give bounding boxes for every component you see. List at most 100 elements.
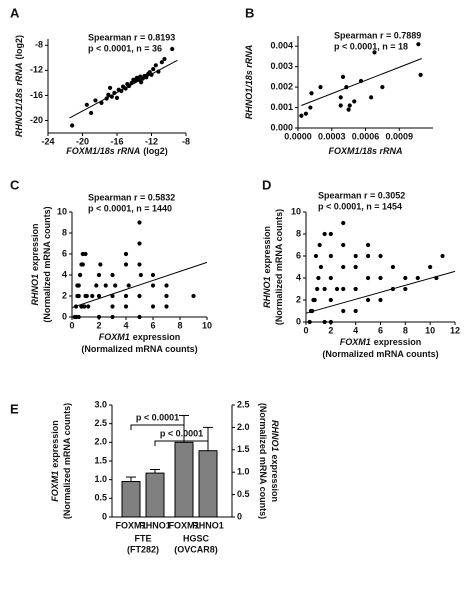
y-tick-label: 1.0: [94, 474, 107, 484]
x-tick-label: RHNO1: [139, 520, 171, 530]
y2-axis-label: RHNO1 expression: [270, 420, 280, 502]
x-axis-label-text: (Normalized mRNA counts): [81, 344, 197, 354]
data-point: [137, 293, 142, 299]
y-tick-label: 0.003: [270, 61, 293, 71]
y-axis-label-text: (log2): [14, 35, 24, 60]
x-tick-label: FOXM1: [168, 520, 199, 530]
significance-bracket: [130, 424, 185, 430]
y-tick-label: 2: [62, 290, 67, 300]
data-point: [378, 297, 383, 303]
x-axis-label-italic: FOXM1: [99, 332, 130, 342]
y-tick-label: 8: [296, 228, 301, 238]
data-point: [353, 264, 358, 270]
data-point: [299, 113, 304, 118]
data-point: [98, 262, 103, 267]
data-point: [191, 293, 196, 299]
x-axis-label: FOXM1 expression: [99, 332, 181, 342]
x-axis-label: FOXM1/18s rRNA (log2): [66, 146, 168, 156]
y-tick-label: 0.5: [94, 493, 107, 503]
data-point: [318, 85, 323, 90]
data-point: [403, 286, 408, 292]
x-tick-label: 0.0006: [352, 131, 380, 141]
y-tick-label: 6: [62, 248, 67, 258]
data-point: [153, 63, 158, 68]
x-tick-label: 0: [303, 325, 308, 335]
data-point: [114, 95, 120, 101]
panel-label: D: [262, 177, 271, 192]
x-axis-label-italic: FOXM1/18s rRNA: [328, 146, 402, 156]
y-tick-label: 0: [62, 311, 67, 321]
data-point: [164, 283, 169, 288]
data-point: [328, 231, 333, 237]
significance-bracket: [154, 440, 209, 446]
x-tick-label: -20: [76, 136, 89, 146]
data-point: [137, 262, 142, 267]
annotation: p < 0.0001, n = 1454: [318, 201, 402, 211]
data-point: [110, 314, 115, 320]
y-axis-label: (Normalized mRNA counts): [274, 209, 284, 325]
y-tick-label: 6: [296, 250, 301, 260]
data-point: [328, 319, 333, 325]
y2-tick-label: 1.5: [237, 444, 250, 454]
data-point: [162, 56, 167, 62]
y2-tick-label: 2.5: [237, 399, 250, 409]
trend-line: [305, 270, 456, 314]
data-point: [86, 304, 91, 309]
data-point: [164, 304, 169, 309]
panel-label: E: [10, 401, 19, 416]
data-point: [110, 272, 115, 278]
x-axis-label-italic: FOXM1: [340, 337, 371, 347]
data-point: [126, 283, 131, 288]
trend-line: [71, 261, 208, 309]
data-point: [123, 304, 129, 309]
group-sublabel: (OVCAR8): [174, 544, 218, 554]
data-point: [94, 283, 99, 288]
data-point: [365, 253, 371, 259]
data-point: [315, 286, 320, 292]
y2-tick-label: 1.0: [237, 467, 250, 477]
y-tick-label: -8: [35, 40, 43, 50]
y-axis-label: (Normalized mRNA counts): [42, 206, 52, 322]
y-axis-label: RHNO1 expression: [262, 226, 272, 308]
data-point: [89, 110, 94, 116]
data-point: [137, 220, 142, 225]
data-point: [137, 241, 142, 246]
annotation: p < 0.0001, n = 18: [334, 41, 408, 51]
data-point: [139, 80, 144, 85]
data-point: [365, 275, 371, 281]
data-point: [313, 253, 319, 259]
data-point: [418, 72, 423, 77]
data-point: [113, 283, 118, 288]
data-point: [96, 293, 102, 299]
y2-axis-label: (Normalized mRNA counts): [258, 403, 268, 519]
y-axis-label-italic: RHNO1: [30, 274, 40, 306]
data-point: [108, 85, 113, 90]
group-label: HGSC: [183, 533, 210, 543]
data-point: [75, 283, 80, 288]
bar: [174, 441, 194, 518]
y-tick-label: 0.002: [270, 81, 293, 91]
x-tick-label: FOXM1: [115, 520, 146, 530]
data-point: [76, 293, 81, 299]
y-axis-label-text: expression: [262, 226, 272, 274]
data-point: [353, 253, 358, 259]
x-tick-label: 10: [202, 320, 212, 330]
data-point: [338, 95, 343, 100]
y-axis-label-text: expression: [30, 223, 40, 271]
data-point: [70, 123, 75, 128]
y-tick-label: 0: [296, 316, 301, 326]
data-point: [316, 275, 321, 281]
data-point: [403, 275, 408, 281]
group-sublabel: (FT282): [127, 544, 159, 554]
data-point: [79, 304, 84, 309]
data-point: [96, 272, 102, 278]
y-axis-label: (Normalized mRNA counts): [62, 403, 72, 519]
data-point: [137, 314, 142, 320]
y2-axis-label-text: (Normalized mRNA counts): [258, 403, 268, 519]
y-axis-label: RHNO1/18s rRNA: [244, 45, 254, 120]
y2-axis-label-text: expression: [270, 454, 280, 502]
data-point: [328, 275, 333, 281]
data-point: [151, 66, 156, 72]
data-point: [346, 107, 351, 112]
